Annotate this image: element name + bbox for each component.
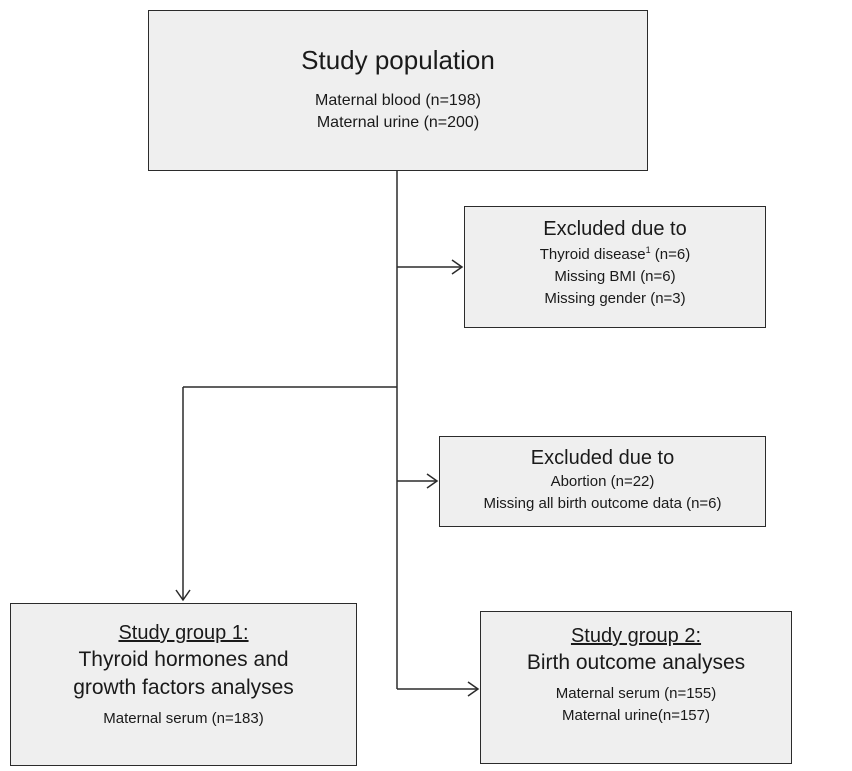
study-population-title: Study population [301, 45, 495, 75]
arrowhead-group-2 [467, 681, 480, 697]
study-group-2-box: Study group 2: Birth outcome analyses Ma… [480, 611, 792, 764]
study-group-1-subtitle-line-2: growth factors analyses [73, 676, 294, 699]
arrowhead-exclusion-1 [451, 259, 464, 275]
study-group-2-heading: Study group 2: [570, 625, 702, 647]
study-population-line-2: Maternal urine (n=200) [316, 114, 480, 131]
exclusion-1-box: Excluded due to Thyroid disease1 (n=6) M… [464, 206, 766, 328]
study-population-line-1: Maternal blood (n=198) [315, 92, 481, 109]
study-group-2-line-2: Maternal urine(n=157) [561, 707, 710, 724]
exclusion-1-thyroid-line: Thyroid disease1 (n=6) [465, 244, 765, 266]
exclusion-1-line-2: Missing BMI (n=6) [554, 268, 676, 285]
exclusion-2-line-1: Abortion (n=22) [550, 473, 655, 490]
exclusion-1-title: Excluded due to [543, 218, 687, 240]
study-group-1-subtitle-line-1: Thyroid hormones and [78, 648, 289, 671]
study-group-2-line-1: Maternal serum (n=155) [555, 685, 717, 702]
exclusion-1-line-3: Missing gender (n=3) [544, 290, 686, 307]
thyroid-footnote-marker: 1 [645, 245, 651, 255]
study-group-2-subtitle: Birth outcome analyses [526, 651, 746, 674]
study-group-1-line-1: Maternal serum (n=183) [103, 710, 264, 727]
thyroid-disease-label: Thyroid disease [539, 246, 646, 263]
exclusion-2-line-2: Missing all birth outcome data (n=6) [483, 495, 722, 512]
study-group-1-box: Study group 1: Thyroid hormones and grow… [10, 603, 357, 766]
study-population-box: Study population Maternal blood (n=198) … [148, 10, 648, 171]
arrowhead-group-1 [175, 589, 191, 602]
arrowhead-exclusion-2 [426, 473, 439, 489]
study-group-1-heading: Study group 1: [118, 622, 249, 644]
exclusion-2-box: Excluded due to Abortion (n=22) Missing … [439, 436, 766, 527]
exclusion-2-title: Excluded due to [530, 447, 675, 469]
thyroid-disease-count: (n=6) [650, 246, 691, 263]
